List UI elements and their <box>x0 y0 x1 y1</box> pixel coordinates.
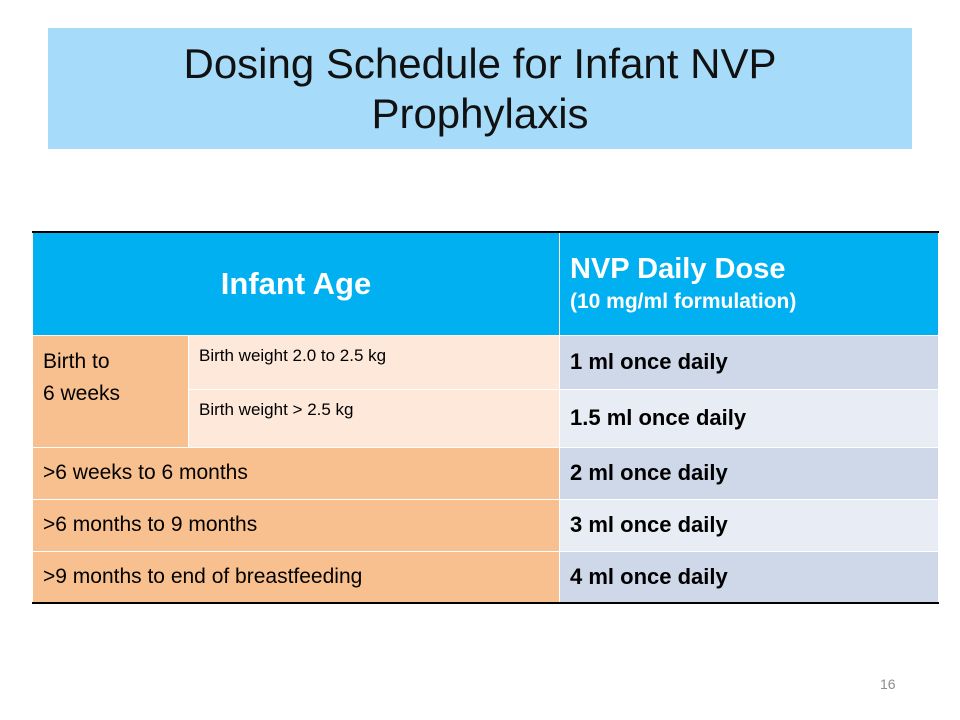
page-number: 16 <box>880 676 896 692</box>
age-cell: >6 months to 9 months <box>32 498 560 552</box>
age-cell: >9 months to end of breastfeeding <box>32 550 560 604</box>
header-dose-title: NVP Daily Dose <box>570 252 786 285</box>
dose-cell: 3 ml once daily <box>559 498 939 552</box>
dose-cell: 2 ml once daily <box>559 446 939 500</box>
table-row: >6 weeks to 6 months 2 ml once daily <box>32 446 939 500</box>
dosing-table: Infant Age NVP Daily Dose (10 mg/ml form… <box>32 231 939 604</box>
table-header-row: Infant Age NVP Daily Dose (10 mg/ml form… <box>32 231 939 336</box>
weight-cell: Birth weight > 2.5 kg <box>188 388 560 448</box>
table-row: Birth to 6 weeks Birth weight 2.0 to 2.5… <box>32 334 939 448</box>
page-title-line2: Prophylaxis <box>371 89 589 137</box>
dose-cell: 1.5 ml once daily <box>559 388 939 448</box>
table-row: >9 months to end of breastfeeding 4 ml o… <box>32 550 939 604</box>
page-title-line1: Dosing Schedule for Infant NVP <box>183 39 777 87</box>
birth-group-label: Birth to 6 weeks <box>32 334 189 448</box>
header-infant-age: Infant Age <box>32 231 560 336</box>
title-band: Dosing Schedule for Infant NVP Prophylax… <box>48 28 912 149</box>
birth-group-line1: Birth to <box>43 349 110 373</box>
dose-cell: 4 ml once daily <box>559 550 939 604</box>
header-daily-dose: NVP Daily Dose (10 mg/ml formulation) <box>559 231 939 336</box>
table-row: >6 months to 9 months 3 ml once daily <box>32 498 939 552</box>
table-row: Birth weight > 2.5 kg 1.5 ml once daily <box>33 388 939 448</box>
dose-cell: 1 ml once daily <box>559 334 939 390</box>
weight-cell: Birth weight 2.0 to 2.5 kg <box>188 334 560 390</box>
header-dose-subtitle: (10 mg/ml formulation) <box>570 289 797 313</box>
birth-group-line2: 6 weeks <box>43 381 121 405</box>
age-cell: >6 weeks to 6 months <box>32 446 560 500</box>
